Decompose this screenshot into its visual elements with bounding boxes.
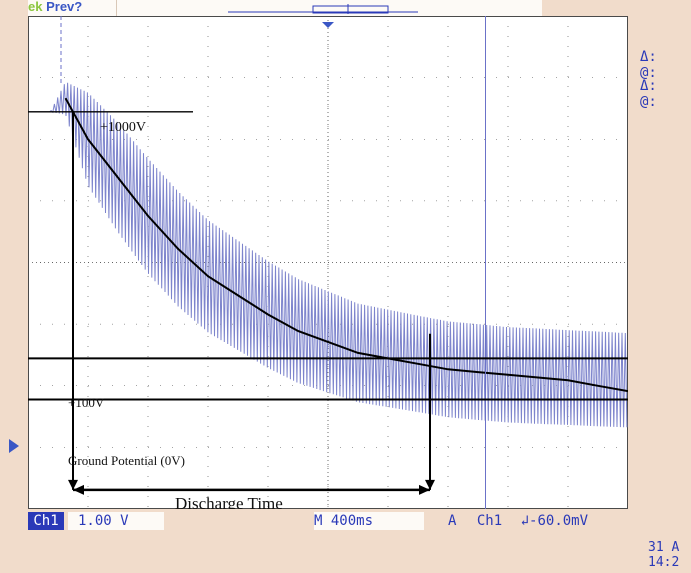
channel-badge[interactable]: Ch1 xyxy=(28,512,64,530)
marker-arrow-icon xyxy=(425,479,435,490)
label-1000v: +1000V xyxy=(100,120,146,135)
clock-time: 14:2 xyxy=(648,555,680,570)
record-position-bar xyxy=(228,4,418,14)
brand-right: Prev? xyxy=(46,0,83,14)
scope-screen: +1000V +100V Ground Potential (0V) Disch… xyxy=(28,16,628,509)
waveform-trace xyxy=(28,82,628,428)
cursor-delta-2: Δ: xyxy=(640,78,657,94)
grid-border xyxy=(28,16,628,509)
graticule xyxy=(28,16,628,509)
brand-label: ek Prev? xyxy=(28,0,117,16)
cursor-at-2: @: xyxy=(640,94,657,110)
waveform-plot: +1000V +100V Ground Potential (0V) Disch… xyxy=(28,16,628,509)
envelope-curve-line xyxy=(64,97,628,393)
cursor-at-1: @: xyxy=(640,65,657,81)
span-arrow-right-icon xyxy=(419,484,430,495)
trigger-readout[interactable]: A Ch1 ↲-60.0mV xyxy=(448,512,628,530)
top-status-bar: ek Prev? xyxy=(28,0,542,16)
vertical-scale[interactable]: 1.00 V xyxy=(68,512,164,530)
cursor-delta-1: Δ: xyxy=(640,49,657,65)
ground-level-marker-icon xyxy=(9,439,19,453)
trigger-channel: Ch1 xyxy=(476,513,503,529)
clock-date: 31 A xyxy=(648,540,680,555)
trigger-mode: A xyxy=(448,513,457,529)
span-arrow-left-icon xyxy=(73,484,84,495)
timebase[interactable]: M 400ms xyxy=(314,512,424,530)
label-100v: +100V xyxy=(68,395,105,410)
bottom-status-bar: Ch1 1.00 V M 400ms A Ch1 ↲-60.0mV xyxy=(28,512,628,530)
brand-left: ek xyxy=(28,0,43,14)
trigger-marker-icon xyxy=(322,22,334,28)
annotations xyxy=(28,16,628,509)
marker-arrow-icon xyxy=(68,479,78,490)
label-discharge-time: Discharge Time xyxy=(175,494,283,509)
trigger-level: ↲-60.0mV xyxy=(520,513,589,529)
label-ground: Ground Potential (0V) xyxy=(68,453,185,468)
